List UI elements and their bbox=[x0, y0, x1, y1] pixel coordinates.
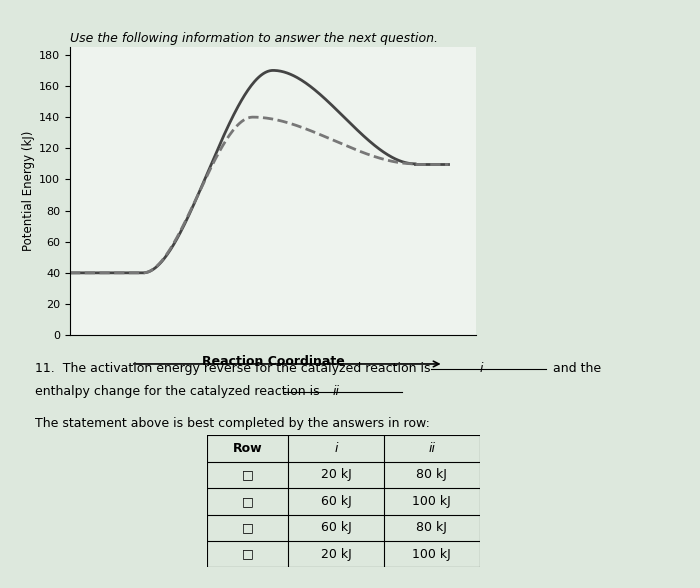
Text: 80 kJ: 80 kJ bbox=[416, 468, 447, 482]
Text: and the: and the bbox=[553, 362, 601, 375]
Text: □: □ bbox=[241, 495, 253, 508]
Text: 60 kJ: 60 kJ bbox=[321, 521, 351, 534]
Text: □: □ bbox=[241, 547, 253, 561]
Text: enthalpy change for the catalyzed reaction is: enthalpy change for the catalyzed reacti… bbox=[35, 385, 320, 398]
Text: 100 kJ: 100 kJ bbox=[412, 547, 451, 561]
Text: 20 kJ: 20 kJ bbox=[321, 468, 351, 482]
Text: ii: ii bbox=[332, 385, 340, 398]
Text: 80 kJ: 80 kJ bbox=[416, 521, 447, 534]
Text: 60 kJ: 60 kJ bbox=[321, 495, 351, 508]
Text: 20 kJ: 20 kJ bbox=[321, 547, 351, 561]
Text: 11.  The activation energy reverse for the catalyzed reaction is: 11. The activation energy reverse for th… bbox=[35, 362, 430, 375]
Text: ii: ii bbox=[428, 442, 435, 455]
Y-axis label: Potential Energy (kJ): Potential Energy (kJ) bbox=[22, 131, 35, 251]
Text: i: i bbox=[480, 362, 483, 375]
Text: The statement above is best completed by the answers in row:: The statement above is best completed by… bbox=[35, 417, 430, 430]
Text: Row: Row bbox=[232, 442, 262, 455]
Text: □: □ bbox=[241, 468, 253, 482]
Text: □: □ bbox=[241, 521, 253, 534]
Text: 100 kJ: 100 kJ bbox=[412, 495, 451, 508]
X-axis label: Reaction Coordinate: Reaction Coordinate bbox=[202, 355, 344, 368]
Text: i: i bbox=[335, 442, 338, 455]
Text: Use the following information to answer the next question.: Use the following information to answer … bbox=[70, 32, 438, 45]
